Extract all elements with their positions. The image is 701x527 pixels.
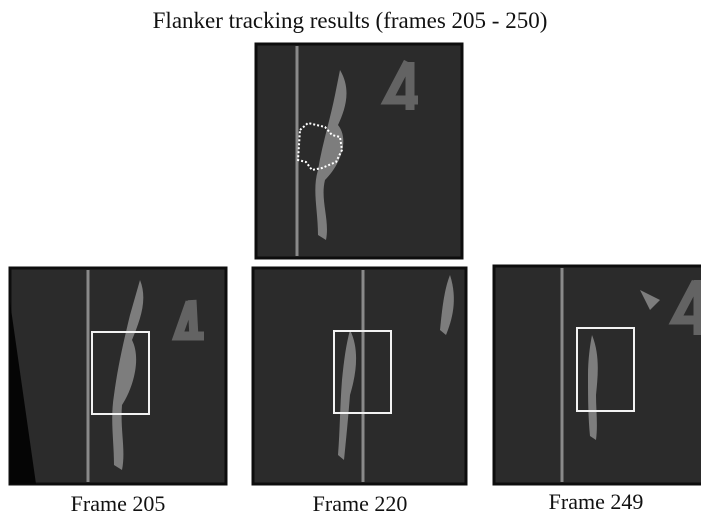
panel-caption: Frame 249 — [549, 489, 644, 514]
figure: Flanker tracking results (frames 205 - 2… — [0, 0, 701, 527]
figure-title: Flanker tracking results (frames 205 - 2… — [153, 8, 548, 33]
frame-panel — [494, 266, 701, 484]
frame-panel — [253, 268, 466, 484]
panel-caption: Frame 220 — [313, 491, 408, 516]
frame-panel — [10, 268, 226, 484]
panel-caption: Frame 205 — [71, 491, 166, 516]
template-image — [256, 44, 462, 258]
